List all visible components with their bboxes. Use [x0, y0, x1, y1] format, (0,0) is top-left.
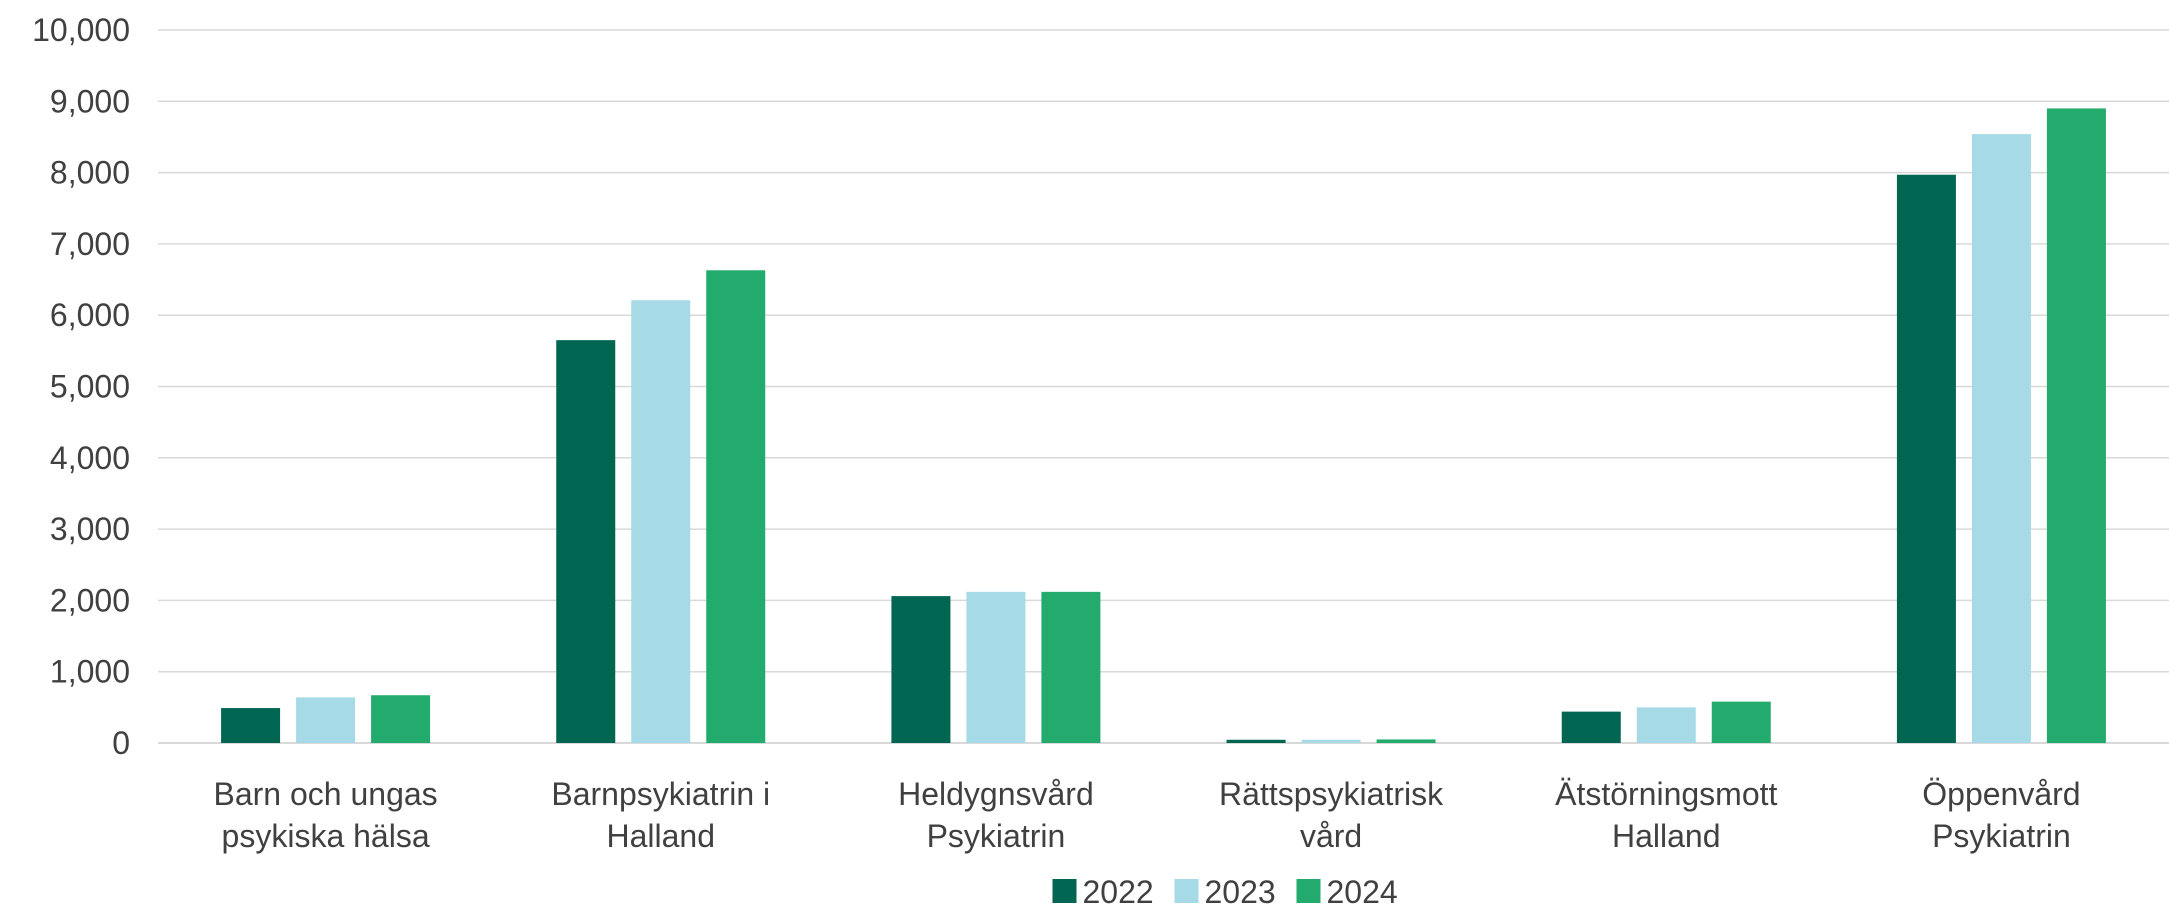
- bar-2022-3: [1227, 740, 1286, 743]
- bar-2024-3: [1377, 739, 1436, 743]
- legend: 2022 2023 2024: [1053, 874, 1398, 910]
- x-tick-label: Halland: [606, 818, 715, 854]
- bar-2022-0: [221, 708, 280, 743]
- y-tick-label: 6,000: [50, 297, 130, 333]
- x-tick-label: Barn och ungas: [214, 776, 438, 812]
- y-tick-label: 2,000: [50, 582, 130, 618]
- bar-2024-1: [706, 270, 765, 743]
- bar-2024-2: [1041, 592, 1100, 743]
- x-tick-label: Psykiatrin: [1932, 818, 2071, 854]
- y-tick-label: 4,000: [50, 440, 130, 476]
- bar-2022-5: [1897, 175, 1956, 743]
- x-tick-label: Halland: [1612, 818, 1721, 854]
- legend-label-2022: 2022: [1083, 874, 1154, 910]
- bars: [221, 108, 2106, 743]
- y-tick-label: 0: [112, 725, 130, 761]
- x-tick-label: Rättspsykiatrisk: [1219, 776, 1444, 812]
- bar-2022-4: [1562, 712, 1621, 743]
- x-tick-label: Öppenvård: [1922, 776, 2080, 812]
- x-tick-label: Ätstörningsmott: [1555, 776, 1777, 812]
- bar-2023-5: [1972, 134, 2031, 743]
- x-tick-label: Psykiatrin: [927, 818, 1066, 854]
- bar-2022-2: [891, 596, 950, 743]
- bar-2023-1: [631, 300, 690, 743]
- y-tick-label: 3,000: [50, 511, 130, 547]
- y-tick-label: 7,000: [50, 226, 130, 262]
- legend-swatch-2022: [1053, 879, 1077, 903]
- bar-2023-2: [966, 592, 1025, 743]
- bar-2022-1: [556, 340, 615, 743]
- y-tick-label: 1,000: [50, 654, 130, 690]
- bar-2023-4: [1637, 707, 1696, 743]
- legend-label-2023: 2023: [1205, 874, 1276, 910]
- x-tick-label: psykiska hälsa: [222, 818, 430, 854]
- y-tick-label: 10,000: [32, 12, 130, 48]
- bar-2024-4: [1712, 702, 1771, 743]
- y-tick-label: 9,000: [50, 83, 130, 119]
- bar-2024-0: [371, 695, 430, 743]
- x-tick-label: vård: [1300, 818, 1362, 854]
- gridlines: [158, 30, 2169, 672]
- bar-2023-3: [1302, 740, 1361, 743]
- bar-2023-0: [296, 697, 355, 743]
- y-tick-label: 8,000: [50, 155, 130, 191]
- x-tick-label: Barnpsykiatrin i: [551, 776, 770, 812]
- legend-label-2024: 2024: [1327, 874, 1398, 910]
- legend-swatch-2023: [1175, 879, 1199, 903]
- bar-2024-5: [2047, 108, 2106, 743]
- legend-swatch-2024: [1297, 879, 1321, 903]
- x-tick-label: Heldygnsvård: [898, 776, 1094, 812]
- y-tick-label: 5,000: [50, 369, 130, 405]
